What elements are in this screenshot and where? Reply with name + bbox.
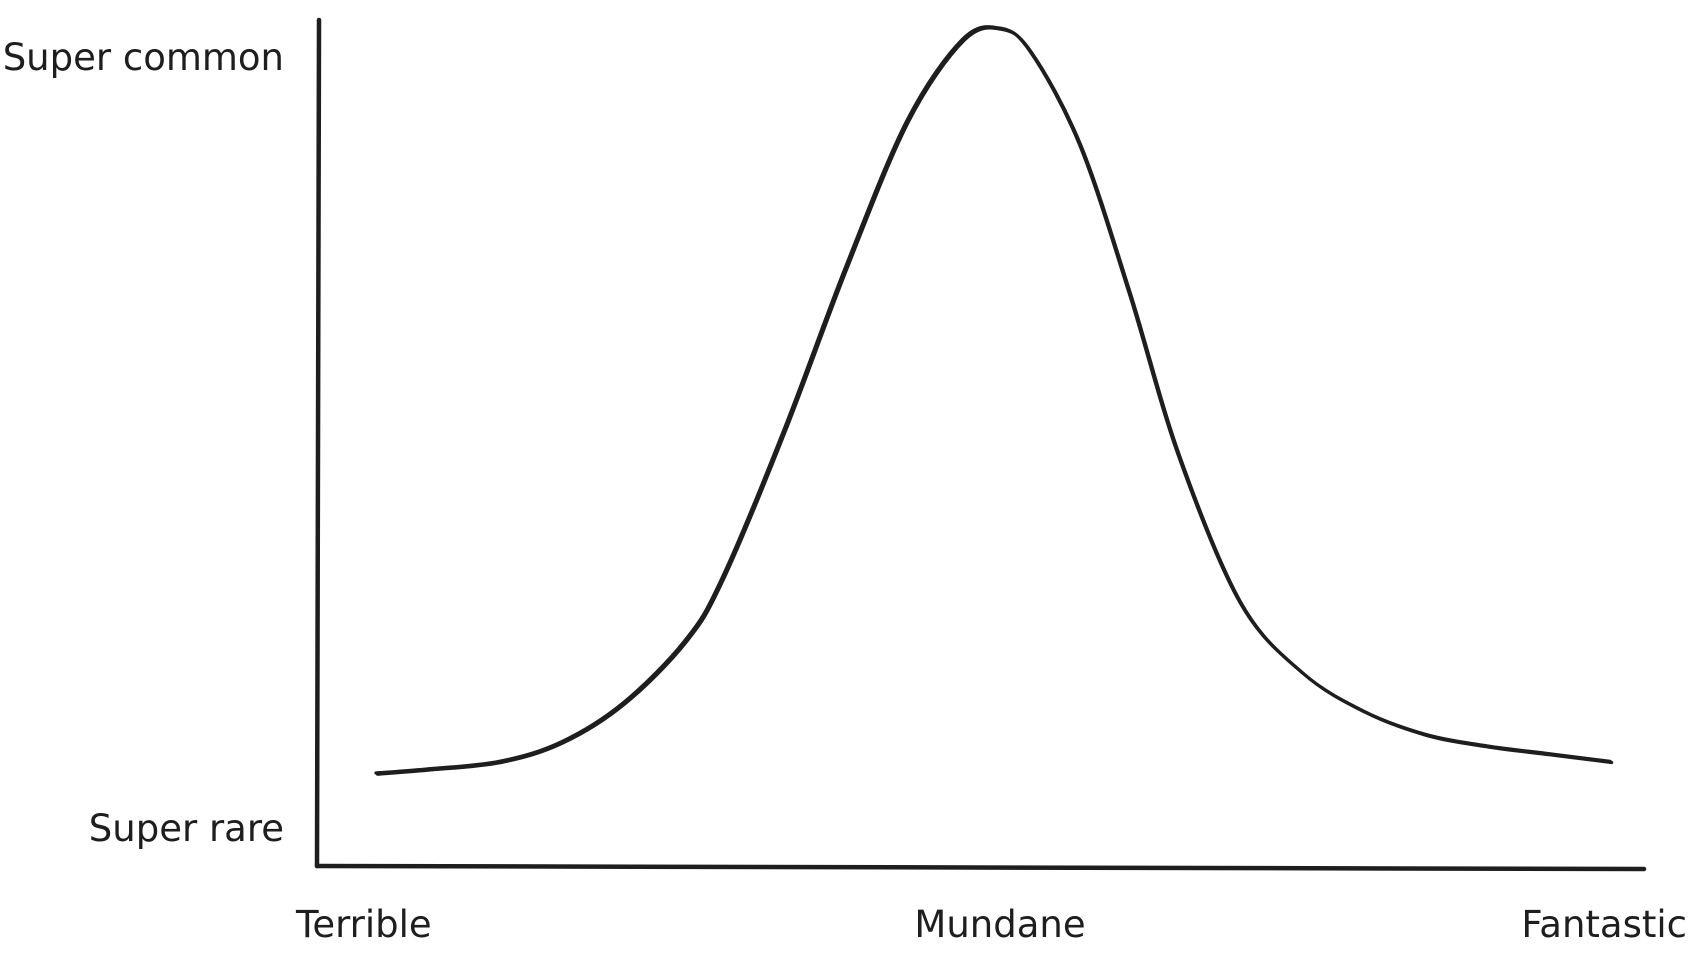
y-axis-line [314, 17, 322, 869]
y-tick-label-super-common: Super common [3, 36, 284, 79]
x-axis-line [314, 863, 1647, 872]
distribution-curve [374, 25, 1612, 775]
distribution-curve-sketch-stroke [376, 26, 1614, 776]
x-tick-label-fantastic: Fantastic [1521, 903, 1687, 946]
x-tick-label-mundane: Mundane [914, 903, 1085, 946]
y-tick-label-super-rare: Super rare [89, 807, 284, 850]
x-tick-label-terrible: Terrible [295, 903, 432, 946]
curve-layer [374, 25, 1614, 776]
